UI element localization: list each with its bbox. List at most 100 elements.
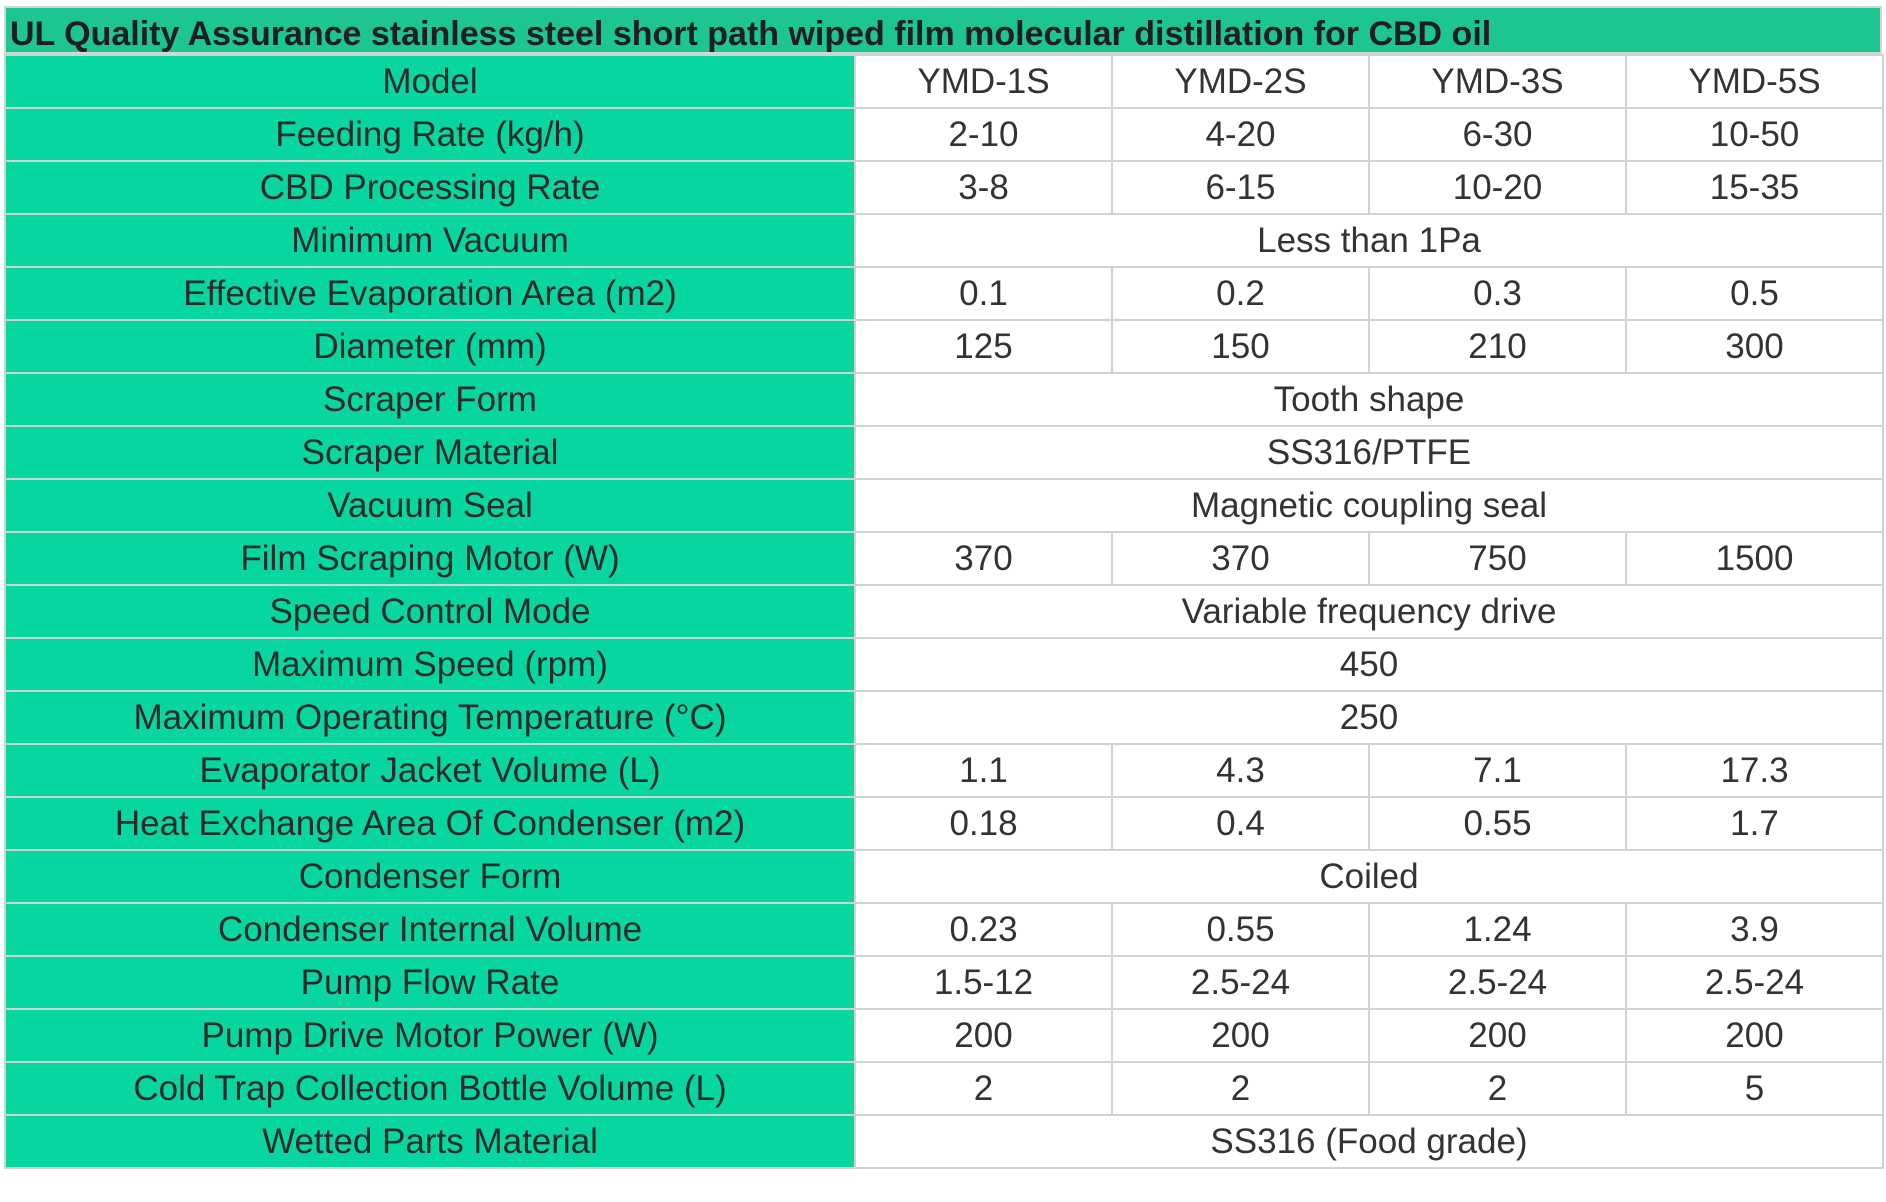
table-row: Vacuum Seal Magnetic coupling seal [4, 478, 1884, 533]
row-value-merged: Magnetic coupling seal [854, 478, 1884, 533]
row-value: YMD-3S [1368, 54, 1627, 109]
row-label: Maximum Speed (rpm) [4, 637, 856, 692]
row-label: Evaporator Jacket Volume (L) [4, 743, 856, 798]
table-row: Minimum Vacuum Less than 1Pa [4, 213, 1884, 268]
row-value: 4.3 [1111, 743, 1370, 798]
row-value: 10-50 [1625, 107, 1884, 162]
row-value: 300 [1625, 319, 1884, 374]
row-label: Wetted Parts Material [4, 1114, 856, 1169]
row-value-merged: SS316 (Food grade) [854, 1114, 1884, 1169]
table-row: Pump Drive Motor Power (W) 200 200 200 200 [4, 1008, 1884, 1063]
row-value: 2 [854, 1061, 1113, 1116]
row-value: 3-8 [854, 160, 1113, 215]
row-value: 15-35 [1625, 160, 1884, 215]
row-value: 200 [1111, 1008, 1370, 1063]
row-value: 0.2 [1111, 266, 1370, 321]
row-value: 1500 [1625, 531, 1884, 586]
table-row: Evaporator Jacket Volume (L) 1.1 4.3 7.1 17.… [4, 743, 1884, 798]
row-value: 6-30 [1368, 107, 1627, 162]
row-value: 200 [1625, 1008, 1884, 1063]
row-value: 3.9 [1625, 902, 1884, 957]
row-value: 0.18 [854, 796, 1113, 851]
row-value: YMD-5S [1625, 54, 1884, 109]
row-value: 200 [854, 1008, 1113, 1063]
row-label: Model [4, 54, 856, 109]
row-value: 2.5-24 [1111, 955, 1370, 1010]
row-value: 1.5-12 [854, 955, 1113, 1010]
table-row: Scraper Form Tooth shape [4, 372, 1884, 427]
row-label: Feeding Rate (kg/h) [4, 107, 856, 162]
row-value: 0.55 [1111, 902, 1370, 957]
row-value-merged: 250 [854, 690, 1884, 745]
table-row: Heat Exchange Area Of Condenser (m2) 0.18… [4, 796, 1884, 851]
spec-sheet: UL Quality Assurance stainless steel sho… [4, 6, 1884, 1169]
row-value: 0.1 [854, 266, 1113, 321]
row-label: Effective Evaporation Area (m2) [4, 266, 856, 321]
row-value-merged: SS316/PTFE [854, 425, 1884, 480]
row-value: 150 [1111, 319, 1370, 374]
row-label: Condenser Form [4, 849, 856, 904]
row-value-merged: Variable frequency drive [854, 584, 1884, 639]
row-label: Speed Control Mode [4, 584, 856, 639]
row-value: 1.24 [1368, 902, 1627, 957]
row-value: YMD-2S [1111, 54, 1370, 109]
table-row: Effective Evaporation Area (m2) 0.1 0.2 0.3… [4, 266, 1884, 321]
table-row: Maximum Operating Temperature (°C) 250 [4, 690, 1884, 745]
row-label: Condenser Internal Volume [4, 902, 856, 957]
row-value: 17.3 [1625, 743, 1884, 798]
row-value: 370 [1111, 531, 1370, 586]
row-value: 5 [1625, 1061, 1884, 1116]
table-row: Feeding Rate (kg/h) 2-10 4-20 6-30 10-50 [4, 107, 1884, 162]
row-label: Diameter (mm) [4, 319, 856, 374]
row-value-merged: Less than 1Pa [854, 213, 1884, 268]
table-row: Film Scraping Motor (W) 370 370 750 1500 [4, 531, 1884, 586]
table-row: Condenser Internal Volume 0.23 0.55 1.24 3.9 [4, 902, 1884, 957]
row-value-merged: Tooth shape [854, 372, 1884, 427]
row-value: 210 [1368, 319, 1627, 374]
row-label: CBD Processing Rate [4, 160, 856, 215]
row-value: 7.1 [1368, 743, 1627, 798]
row-value: 2.5-24 [1368, 955, 1627, 1010]
row-value: 0.5 [1625, 266, 1884, 321]
table-title: UL Quality Assurance stainless steel sho… [4, 6, 1882, 54]
row-value: 125 [854, 319, 1113, 374]
row-value: 2.5-24 [1625, 955, 1884, 1010]
row-value: 2 [1368, 1061, 1627, 1116]
row-value: 370 [854, 531, 1113, 586]
table-row: Cold Trap Collection Bottle Volume (L) 2 2… [4, 1061, 1884, 1116]
row-label: Heat Exchange Area Of Condenser (m2) [4, 796, 856, 851]
table-row: Condenser Form Coiled [4, 849, 1884, 904]
row-value-merged: Coiled [854, 849, 1884, 904]
table-row: Pump Flow Rate 1.5-12 2.5-24 2.5-24 2.5-24 [4, 955, 1884, 1010]
table-row: Scraper Material SS316/PTFE [4, 425, 1884, 480]
row-value: 1.7 [1625, 796, 1884, 851]
row-label: Scraper Form [4, 372, 856, 427]
row-value: 6-15 [1111, 160, 1370, 215]
row-label: Pump Drive Motor Power (W) [4, 1008, 856, 1063]
row-value: 4-20 [1111, 107, 1370, 162]
row-value: 2 [1111, 1061, 1370, 1116]
row-value: 0.3 [1368, 266, 1627, 321]
spec-table: Model YMD-1S YMD-2S YMD-3S YMD-5S Feeding Rat… [4, 54, 1884, 1169]
table-row: Diameter (mm) 125 150 210 300 [4, 319, 1884, 374]
row-value: 0.55 [1368, 796, 1627, 851]
table-row: Speed Control Mode Variable frequency dri… [4, 584, 1884, 639]
row-value: YMD-1S [854, 54, 1113, 109]
table-row: Model YMD-1S YMD-2S YMD-3S YMD-5S [4, 54, 1884, 109]
row-label: Scraper Material [4, 425, 856, 480]
row-value: 750 [1368, 531, 1627, 586]
table-row: CBD Processing Rate 3-8 6-15 10-20 15-35 [4, 160, 1884, 215]
row-label: Cold Trap Collection Bottle Volume (L) [4, 1061, 856, 1116]
row-label: Minimum Vacuum [4, 213, 856, 268]
row-label: Maximum Operating Temperature (°C) [4, 690, 856, 745]
row-value: 1.1 [854, 743, 1113, 798]
row-value: 0.23 [854, 902, 1113, 957]
row-value: 200 [1368, 1008, 1627, 1063]
row-label: Vacuum Seal [4, 478, 856, 533]
row-value: 10-20 [1368, 160, 1627, 215]
row-value: 0.4 [1111, 796, 1370, 851]
table-row: Wetted Parts Material SS316 (Food grade) [4, 1114, 1884, 1169]
row-label: Film Scraping Motor (W) [4, 531, 856, 586]
table-row: Maximum Speed (rpm) 450 [4, 637, 1884, 692]
row-value-merged: 450 [854, 637, 1884, 692]
